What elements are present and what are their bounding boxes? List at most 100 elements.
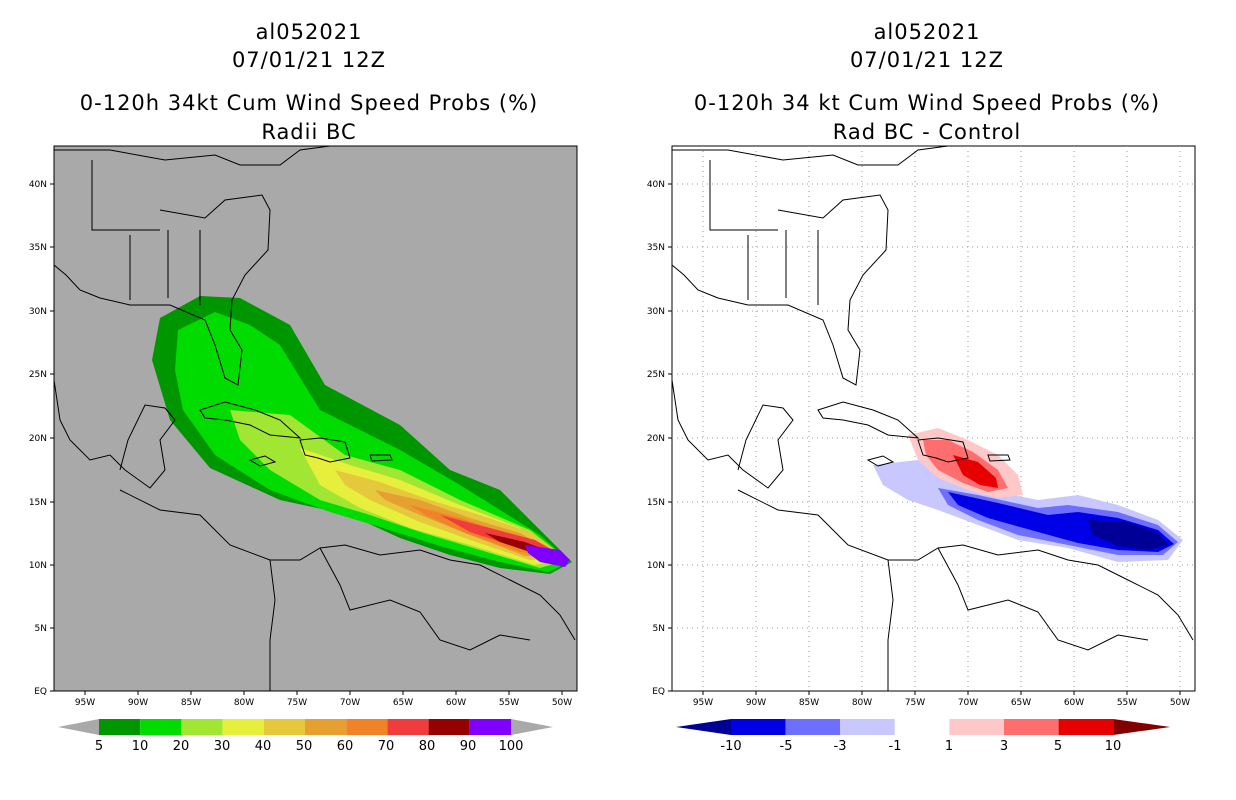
left-datetime: 07/01/21 12Z [231, 48, 387, 72]
colorbar-label: 3 [1000, 739, 1008, 754]
right-subtitle: Rad BC - Control [832, 120, 1022, 144]
colorbar-label: 10 [132, 739, 149, 754]
lon-label: 80W [852, 698, 872, 708]
lon-label: 70W [958, 698, 978, 708]
right-colorbar: -10 -5 -3 -1 1 3 5 10 [676, 719, 1171, 754]
left-storm-id: al052021 [255, 20, 363, 44]
lon-label: 65W [393, 698, 413, 708]
diff-plus-5 [953, 455, 998, 488]
colorbar-swatch [181, 719, 223, 735]
colorbar-swatch [785, 719, 841, 735]
colorbar-swatch [840, 719, 895, 735]
lon-label: 55W [1117, 698, 1137, 708]
colorbar-label: 30 [214, 739, 231, 754]
colorbar-label: -3 [834, 739, 847, 754]
left-subtitle: Radii BC [261, 120, 357, 144]
lat-label: 20N [29, 434, 47, 444]
colorbar-over-arrow [511, 719, 553, 735]
lat-label: 5N [35, 624, 47, 634]
colorbar-swatch [346, 719, 388, 735]
lat-label: 5N [653, 624, 665, 634]
colorbar-label: 10 [1105, 739, 1122, 754]
lat-label: 15N [29, 498, 47, 508]
swath-90 [525, 545, 570, 567]
colorbar-swatch [469, 719, 511, 735]
colorbar-label: 60 [337, 739, 354, 754]
colorbar-swatch [99, 719, 141, 735]
lon-label: 95W [693, 698, 713, 708]
lat-label: 20N [647, 434, 665, 444]
colorbar-swatch [140, 719, 182, 735]
colorbar-label: 20 [173, 739, 190, 754]
colorbar-label: -1 [889, 739, 902, 754]
colorbar-label: 40 [255, 739, 272, 754]
right-datetime: 07/01/21 12Z [849, 48, 1005, 72]
lon-label: 75W [905, 698, 925, 708]
right-coastlines [671, 145, 1194, 691]
diff-minus-10 [1088, 520, 1168, 550]
colorbar-swatch [305, 719, 347, 735]
left-colorbar: 5 10 20 30 40 50 60 70 80 90 100 [58, 719, 553, 754]
colorbar-label: 80 [419, 739, 436, 754]
colorbar-label: 70 [378, 739, 395, 754]
right-storm-id: al052021 [873, 20, 981, 44]
right-map-figure: 40N 35N 30N 25N 20N 15N 10N 5N EQ 95W 90… [647, 145, 1196, 754]
right-product-title: 0-120h 34 kt Cum Wind Speed Probs (%) [693, 91, 1161, 115]
colorbar-under-arrow [676, 719, 731, 735]
lon-label: 75W [287, 698, 307, 708]
lat-label: 25N [647, 370, 665, 380]
left-map-figure: 40N 35N 30N 25N 20N 15N 10N 5N EQ 95W 90… [29, 145, 578, 754]
colorbar-swatch [949, 719, 1004, 735]
colorbar-over-arrow [1113, 719, 1171, 735]
colorbar-swatch [1004, 719, 1059, 735]
lon-label: 90W [746, 698, 766, 708]
lon-label: 60W [446, 698, 466, 708]
left-map: 40N 35N 30N 25N 20N 15N 10N 5N EQ 95W 90… [29, 145, 578, 708]
colorbar-label: 5 [1054, 739, 1062, 754]
colorbar-swatch [387, 719, 429, 735]
left-probability-swath [152, 296, 572, 574]
lon-label: 85W [799, 698, 819, 708]
colorbar-label: 100 [499, 739, 524, 754]
colorbar-swatch [222, 719, 264, 735]
lon-label: 50W [552, 698, 572, 708]
lat-label: 35N [647, 243, 665, 253]
lat-label: 15N [647, 498, 665, 508]
lon-label: 80W [234, 698, 254, 708]
lat-label: 10N [29, 561, 47, 571]
lat-label: 40N [647, 180, 665, 190]
colorbar-label: 1 [945, 739, 953, 754]
lon-label: 90W [128, 698, 148, 708]
colorbar-label: 90 [460, 739, 477, 754]
colorbar-swatch [894, 719, 950, 735]
colorbar-label: -5 [780, 739, 793, 754]
colorbar-label: -10 [720, 739, 741, 754]
left-ticks [50, 183, 563, 695]
right-panel: al052021 07/01/21 12Z 0-120h 34 kt Cum W… [618, 0, 1236, 800]
right-map-frame [671, 145, 1196, 692]
colorbar-swatch [1058, 719, 1114, 735]
colorbar-swatch [428, 719, 470, 735]
right-map: 40N 35N 30N 25N 20N 15N 10N 5N EQ 95W 90… [647, 145, 1196, 708]
lon-label: 50W [1170, 698, 1190, 708]
left-panel: al052021 07/01/21 12Z 0-120h 34kt Cum Wi… [29, 20, 578, 754]
lat-label: 30N [647, 307, 665, 317]
lon-label: 55W [499, 698, 519, 708]
colorbar-label: 5 [95, 739, 103, 754]
right-gridlines [672, 146, 1195, 691]
colorbar-under-arrow [58, 719, 99, 735]
colorbar-swatch [263, 719, 305, 735]
colorbar-label: 50 [296, 739, 313, 754]
lon-label: 85W [181, 698, 201, 708]
lon-label: 65W [1011, 698, 1031, 708]
left-coastlines [53, 145, 576, 691]
colorbar-swatch [731, 719, 786, 735]
lat-label: 40N [29, 180, 47, 190]
lat-label: 30N [29, 307, 47, 317]
lat-label: 10N [647, 561, 665, 571]
right-ticks [668, 183, 1181, 695]
lon-label: 95W [75, 698, 95, 708]
lat-label: 35N [29, 243, 47, 253]
lat-label: 25N [29, 370, 47, 380]
lat-label: EQ [652, 687, 665, 697]
